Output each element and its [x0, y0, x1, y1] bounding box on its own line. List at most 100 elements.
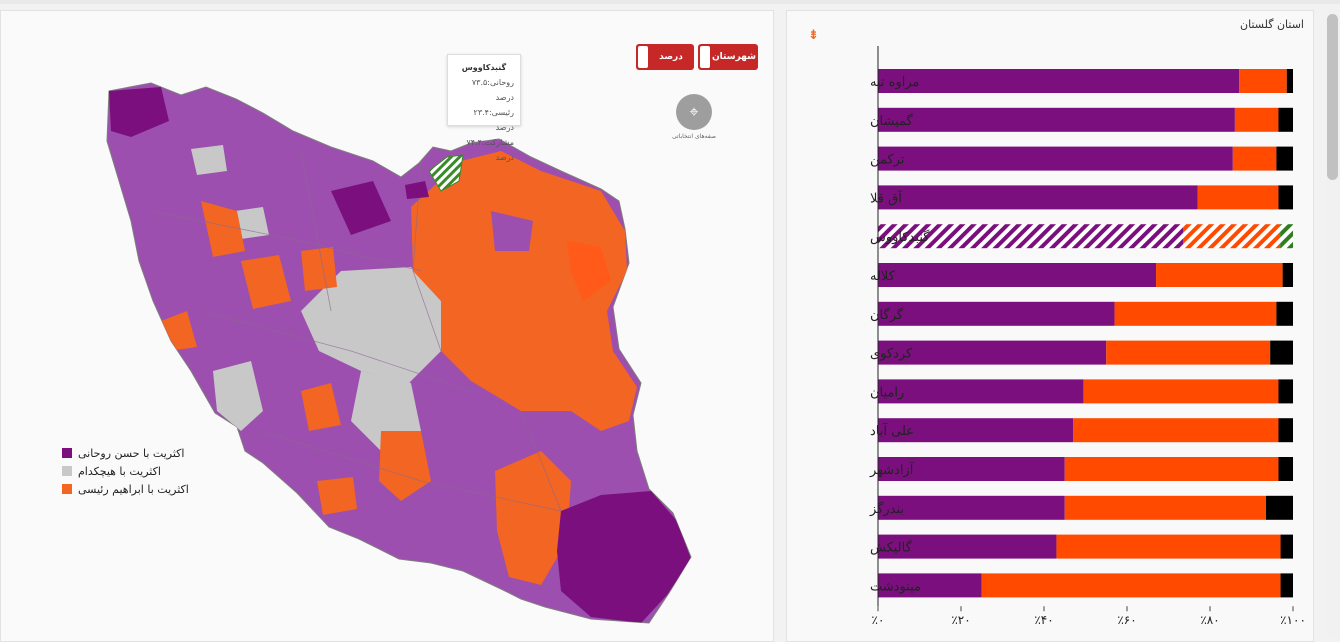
legend-label: اکثریت با حسن روحانی: [78, 446, 185, 460]
toggle-knob: [700, 46, 710, 68]
bars-group: [878, 69, 1294, 598]
bar-segment-none[interactable]: [1276, 301, 1293, 326]
bar-segment-raisi[interactable]: [1239, 69, 1287, 93]
region-gonbad-hatched[interactable]: [428, 154, 464, 192]
polling-booth-label: صفه‌های انتخاباتی: [672, 133, 716, 140]
bar-segment-rouhani[interactable]: [878, 534, 1057, 559]
tooltip-turnout: مشارکت:۷۴.۴ درصد: [466, 138, 514, 162]
bar-segment-raisi[interactable]: [1234, 107, 1279, 132]
bar-segment-raisi[interactable]: [1064, 495, 1267, 520]
bar-segment-rouhani[interactable]: [878, 301, 1115, 326]
bar-segment-rouhani[interactable]: [878, 69, 1240, 93]
bar-segment-raisi[interactable]: [1073, 418, 1279, 443]
bar-segment-raisi[interactable]: [1156, 263, 1283, 287]
x-tick-label: ٪۱۰۰: [1280, 613, 1306, 627]
region-none[interactable]: [235, 207, 269, 239]
x-tick-label: ٪۲۰: [951, 613, 970, 627]
chart-title: استان گلستان: [1240, 18, 1304, 31]
polling-booth-button[interactable]: ⌖ صفه‌های انتخاباتی: [672, 94, 716, 140]
stacked-bar-chart: مراوه تپه گمیشان ترکمن آق قلا گنبدکاووس کلاله…: [869, 46, 1306, 627]
category-label: گالیکش: [870, 540, 913, 556]
legend-swatch: [62, 448, 72, 458]
bar-segment-rouhani[interactable]: [878, 340, 1107, 365]
map-tooltip: گنبدکاووس روحانی:۷۳.۵ درصد رئیسی:۲۳.۴ در…: [447, 54, 521, 162]
region-rouhani[interactable]: [405, 181, 429, 199]
bar-segment-rouhani[interactable]: [878, 457, 1065, 481]
bar-segment-rouhani[interactable]: [878, 573, 982, 598]
tooltip-rouhani: روحانی:۷۳.۵ درصد: [471, 78, 514, 102]
region-raisi[interactable]: [317, 477, 357, 515]
category-label: گمیشان: [870, 113, 914, 129]
category-label: علی آباد: [870, 422, 914, 439]
bar-segment-raisi[interactable]: [1232, 146, 1277, 171]
bar-segment-rouhani[interactable]: [878, 418, 1074, 443]
region-none[interactable]: [317, 291, 357, 329]
region-rouhani[interactable]: [491, 211, 533, 251]
bar-segment-rouhani[interactable]: [878, 379, 1084, 404]
region-rouhani[interactable]: [109, 87, 169, 137]
bar-segment-raisi[interactable]: [1114, 301, 1277, 326]
region-none[interactable]: [191, 145, 227, 175]
bar-segment-none[interactable]: [1278, 107, 1293, 132]
bar-segment-rouhani[interactable]: [878, 107, 1235, 132]
category-label: آزادشهر: [869, 461, 915, 478]
bar-segment-rouhani[interactable]: [878, 495, 1065, 520]
bar-segment-raisi[interactable]: [1197, 185, 1279, 210]
bar-segment-rouhani[interactable]: [878, 185, 1198, 210]
region-none[interactable]: [213, 361, 263, 431]
region-raisi[interactable]: [241, 255, 291, 309]
legend-item: اکثریت با حسن روحانی: [62, 444, 189, 462]
legend-item: اکثریت با هیچکدام: [62, 462, 189, 480]
x-tick-label: ٪۶۰: [1117, 613, 1136, 627]
tooltip-title: گنبدکاووس: [461, 63, 507, 72]
category-label: بندرگز: [869, 501, 904, 517]
bar-segment-rouhani[interactable]: [878, 263, 1157, 287]
toggle-county[interactable]: شهرستان: [698, 44, 758, 70]
bar-segment-none[interactable]: [1266, 495, 1293, 520]
bar-segment-none[interactable]: [1278, 379, 1294, 404]
x-axis-ticks: ٪۰ ٪۲۰ ٪۴۰ ٪۶۰ ٪۸۰ ٪۱۰۰: [872, 606, 1306, 627]
scrollbar-thumb[interactable]: [1327, 14, 1338, 180]
category-label: گرگان: [870, 307, 904, 323]
region-raisi[interactable]: [301, 247, 337, 291]
iran-map[interactable]: [1, 11, 773, 639]
region-rouhani[interactable]: [331, 181, 391, 235]
bar-segment-none[interactable]: [1280, 534, 1293, 559]
bar-segment-rouhani[interactable]: [878, 146, 1233, 171]
region-raisi[interactable]: [567, 241, 611, 301]
bar-segment-none[interactable]: [1282, 263, 1294, 287]
toggle-knob: [638, 46, 648, 68]
region-rouhani[interactable]: [557, 491, 691, 623]
region-raisi[interactable]: [301, 383, 341, 431]
bar-segment-none[interactable]: [1276, 146, 1293, 171]
bar-segment-none[interactable]: [1286, 69, 1293, 93]
bar-segment-raisi[interactable]: [1083, 379, 1279, 404]
bar-segment-none[interactable]: [1280, 573, 1293, 598]
bar-segment-raisi[interactable]: [981, 573, 1281, 598]
map-legend: اکثریت با حسن روحانی اکثریت با هیچکدام ا…: [62, 444, 189, 498]
category-label: گنبدکاووس: [870, 229, 930, 245]
bar-segment-raisi[interactable]: [1106, 340, 1271, 365]
region-raisi[interactable]: [379, 431, 431, 501]
x-tick-label: ٪۴۰: [1034, 613, 1053, 627]
bar-segment-none[interactable]: [1270, 340, 1293, 365]
region-raisi[interactable]: [495, 451, 571, 585]
bar-segment-none[interactable]: [1278, 185, 1294, 210]
region-raisi[interactable]: [201, 201, 245, 257]
bar-segment-raisi[interactable]: [1183, 224, 1281, 249]
bar-segment-none[interactable]: [1278, 418, 1293, 443]
sort-icon[interactable]: ⇟: [808, 28, 819, 43]
region-raisi[interactable]: [411, 151, 637, 431]
legend-label: اکثریت با ابراهیم رئیسی: [78, 482, 189, 496]
toggle-percent[interactable]: درصد: [636, 44, 694, 70]
map-pin-icon: ⌖: [676, 94, 712, 130]
bar-segment-rouhani[interactable]: [878, 224, 1184, 249]
bar-segment-raisi[interactable]: [1064, 457, 1279, 481]
category-label: کردکوی: [870, 347, 913, 362]
legend-swatch: [62, 466, 72, 476]
bar-segment-raisi[interactable]: [1056, 534, 1281, 559]
toggle-county-label: شهرستان: [712, 52, 756, 62]
bar-segment-none[interactable]: [1278, 457, 1294, 481]
legend-swatch: [62, 484, 72, 494]
bar-segment-none[interactable]: [1280, 224, 1293, 249]
